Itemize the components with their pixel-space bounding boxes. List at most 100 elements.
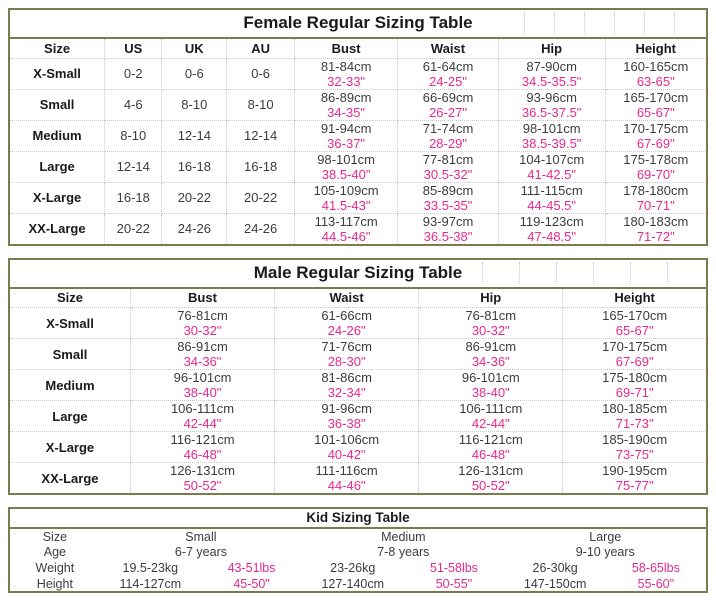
hip-measurement-cell: 111-115cm 44-45.5" bbox=[498, 182, 606, 214]
male-column-header: Size bbox=[9, 287, 131, 308]
au-size-cell: 20-22 bbox=[226, 182, 295, 214]
table-row: XX-Large 20-22 24-26 24-26 113-117cm 44.5-46"… bbox=[9, 213, 707, 245]
waist-measurement-cell: 77-81cm 30.5-32" bbox=[397, 151, 499, 183]
waist-measurement-cell: 111-116cm 44-46" bbox=[274, 462, 420, 494]
kid-row-label: Weight bbox=[35, 561, 75, 575]
female-column-header: US bbox=[104, 38, 163, 59]
cm-value: 180-185cm bbox=[602, 401, 668, 416]
cm-value: 111-115cm bbox=[520, 182, 583, 198]
kid-table-title: Kid Sizing Table bbox=[9, 508, 707, 529]
cm-value: 86-91cm bbox=[465, 339, 517, 354]
bust-measurement-cell: 105-109cm 41.5-43" bbox=[294, 182, 399, 214]
hip-measurement-cell: 98-101cm 38.5-39.5" bbox=[498, 120, 606, 152]
inch-value: 47-48.5" bbox=[527, 228, 577, 244]
kid-size-row: Size Small Medium Large bbox=[9, 528, 707, 544]
inch-value: 36-37" bbox=[327, 135, 366, 151]
table-row: X-Large 16-18 20-22 20-22 105-109cm 41.5-43" 8… bbox=[9, 182, 707, 214]
bust-measurement-cell: 91-94cm 36-37" bbox=[294, 120, 399, 152]
bust-measurement-cell: 86-91cm 34-36" bbox=[130, 338, 276, 370]
female-header-row: Size US UK AU Bust Waist Hip Height bbox=[9, 38, 707, 59]
kid-height-row: Height 114-127cm 45-50" 127-140cm 50-55" 147-… bbox=[9, 576, 707, 592]
height-measurement-cell: 178-180cm 70-71" bbox=[605, 182, 707, 214]
table-row: Medium 8-10 12-14 12-14 91-94cm 36-37" 71-74cm… bbox=[9, 120, 707, 152]
au-size-cell: 12-14 bbox=[226, 120, 295, 152]
inch-value: 32-33" bbox=[327, 73, 366, 89]
uk-size-cell: 0-6 bbox=[161, 58, 228, 90]
cm-value: 87-90cm bbox=[526, 58, 577, 74]
cm-value: 91-94cm bbox=[320, 120, 372, 136]
bust-measurement-cell: 113-117cm 44.5-46" bbox=[294, 213, 399, 245]
cm-value: 71-74cm bbox=[422, 120, 474, 136]
cm-value: 160-165cm bbox=[623, 58, 689, 74]
cm-value: 71-76cm bbox=[321, 339, 372, 354]
au-size-cell: 16-18 bbox=[226, 151, 295, 183]
inch-value: 30.5-32" bbox=[423, 166, 473, 182]
height-measurement-cell: 185-190cm 73-75" bbox=[562, 431, 707, 463]
size-label: Medium bbox=[9, 120, 106, 152]
hip-measurement-cell: 76-81cm 30-32" bbox=[418, 307, 564, 339]
hip-measurement-cell: 96-101cm 38-40" bbox=[418, 369, 564, 401]
inch-value: 34.5-35.5" bbox=[521, 73, 582, 89]
table-row: Medium 96-101cm 38-40" 81-86cm 32-34" 96-101c… bbox=[9, 369, 707, 401]
male-table-title-text: Male Regular Sizing Table bbox=[253, 262, 463, 282]
us-size-cell: 12-14 bbox=[104, 151, 163, 183]
uk-size-cell: 16-18 bbox=[161, 151, 228, 183]
inch-value: 40-42" bbox=[327, 447, 366, 462]
inch-value: 50-52" bbox=[471, 478, 510, 493]
waist-measurement-cell: 71-74cm 28-29" bbox=[397, 120, 499, 152]
height-measurement-cell: 190-195cm 75-77" bbox=[563, 463, 707, 495]
inch-value: 33.5-35" bbox=[423, 197, 473, 213]
height-measurement-cell: 175-180cm 69-71" bbox=[562, 369, 707, 401]
cm-value: 61-64cm bbox=[422, 58, 474, 74]
cm-value: 178-180cm bbox=[623, 182, 689, 198]
inch-value: 30-32" bbox=[183, 323, 222, 338]
cm-value: 106-111cm bbox=[459, 401, 523, 416]
kid-age-value: 6-7 years bbox=[174, 545, 227, 559]
title-ghost-gridlines bbox=[482, 261, 704, 284]
kid-height-in: 50-55" bbox=[435, 576, 473, 591]
waist-measurement-cell: 93-97cm 36.5-38" bbox=[397, 213, 499, 245]
inch-value: 34-36" bbox=[471, 354, 510, 369]
female-column-header: Waist bbox=[397, 38, 499, 59]
cm-value: 76-81cm bbox=[465, 308, 517, 323]
inch-value: 71-73" bbox=[615, 416, 654, 431]
waist-measurement-cell: 61-66cm 24-26" bbox=[274, 307, 420, 339]
uk-size-cell: 8-10 bbox=[161, 89, 228, 121]
male-column-header: Height bbox=[562, 287, 707, 308]
height-measurement-cell: 180-183cm 71-72" bbox=[605, 213, 707, 245]
au-size-cell: 8-10 bbox=[226, 89, 295, 121]
kid-weight-kg: 19.5-23kg bbox=[122, 561, 179, 575]
inch-value: 24-25" bbox=[429, 73, 467, 89]
kid-size-name: Small bbox=[185, 529, 217, 544]
inch-value: 34-35" bbox=[327, 104, 366, 120]
size-label: X-Small bbox=[9, 307, 131, 339]
height-measurement-cell: 175-178cm 69-70" bbox=[605, 151, 707, 183]
cm-value: 113-117cm bbox=[314, 213, 378, 229]
cm-value: 98-101cm bbox=[317, 151, 376, 167]
male-header-row: Size Bust Waist Hip Height bbox=[9, 287, 707, 308]
hip-measurement-cell: 119-123cm 47-48.5" bbox=[498, 213, 606, 245]
kid-age-value: 7-8 years bbox=[377, 545, 430, 559]
size-label: Medium bbox=[9, 369, 131, 401]
cm-value: 116-121cm bbox=[458, 432, 523, 447]
inch-value: 65-67" bbox=[615, 323, 654, 338]
kid-row-label: Size bbox=[42, 529, 68, 544]
hip-measurement-cell: 116-121cm 46-48" bbox=[418, 431, 564, 463]
cm-value: 111-116cm bbox=[315, 463, 378, 478]
cm-value: 66-69cm bbox=[422, 89, 474, 105]
cm-value: 98-101cm bbox=[522, 120, 581, 136]
hip-measurement-cell: 106-111cm 42-44" bbox=[418, 400, 564, 432]
cm-value: 86-89cm bbox=[320, 89, 372, 105]
hip-measurement-cell: 93-96cm 36.5-37.5" bbox=[498, 89, 606, 121]
male-column-header: Hip bbox=[418, 287, 564, 308]
kid-weight-kg: 23-26kg bbox=[330, 561, 376, 575]
height-measurement-cell: 165-170cm 65-67" bbox=[562, 307, 707, 339]
size-label: Small bbox=[9, 89, 106, 121]
waist-measurement-cell: 91-96cm 36-38" bbox=[274, 400, 420, 432]
inch-value: 36.5-37.5" bbox=[521, 104, 582, 120]
table-row: X-Small 0-2 0-6 0-6 81-84cm 32-33" 61-64cm 24-2… bbox=[9, 58, 707, 90]
female-column-header: Height bbox=[605, 38, 707, 59]
male-sizing-table: Male Regular Sizing Table Size Bust Waist H… bbox=[8, 257, 708, 495]
kid-weight-lbs: 51-58lbs bbox=[429, 561, 478, 575]
